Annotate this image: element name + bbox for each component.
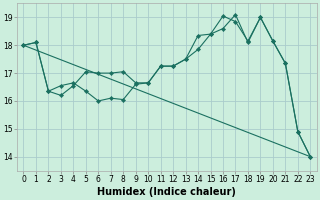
X-axis label: Humidex (Indice chaleur): Humidex (Indice chaleur) xyxy=(98,187,236,197)
